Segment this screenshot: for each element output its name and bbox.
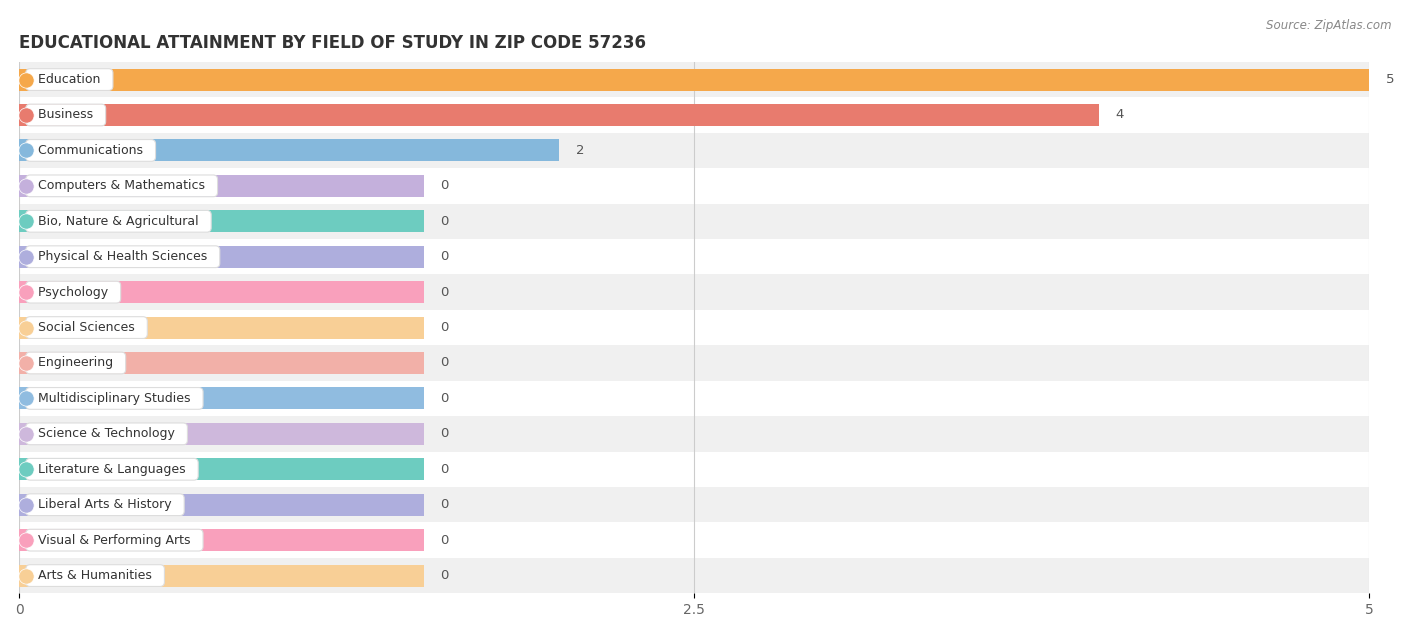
Bar	[20, 239, 1369, 274]
Text: 0: 0	[440, 569, 449, 582]
Text: Liberal Arts & History: Liberal Arts & History	[30, 498, 180, 511]
Bar	[20, 281, 425, 303]
Bar	[20, 416, 1369, 451]
Text: Education: Education	[30, 73, 108, 86]
Bar	[20, 204, 1369, 239]
Bar	[20, 175, 425, 197]
Bar	[20, 345, 1369, 380]
Bar	[20, 523, 1369, 558]
Text: 0: 0	[440, 463, 449, 476]
Text: 0: 0	[440, 321, 449, 334]
Text: Science & Technology: Science & Technology	[30, 427, 183, 441]
Bar	[20, 494, 425, 516]
Text: Communications: Communications	[30, 144, 152, 157]
Bar	[20, 558, 1369, 593]
Text: 0: 0	[440, 250, 449, 263]
Text: 0: 0	[440, 286, 449, 299]
Text: 5: 5	[1386, 73, 1395, 86]
Bar	[20, 458, 425, 480]
Bar	[20, 210, 425, 233]
Text: Computers & Mathematics: Computers & Mathematics	[30, 179, 214, 192]
Text: Bio, Nature & Agricultural: Bio, Nature & Agricultural	[30, 215, 207, 228]
Bar	[20, 274, 1369, 310]
Text: Physical & Health Sciences: Physical & Health Sciences	[30, 250, 215, 263]
Bar	[20, 133, 1369, 168]
Text: 2: 2	[575, 144, 583, 157]
Bar	[20, 104, 1099, 126]
Bar	[20, 168, 1369, 204]
Text: 0: 0	[440, 498, 449, 511]
Text: 0: 0	[440, 215, 449, 228]
Bar	[20, 62, 1369, 97]
Bar	[20, 317, 425, 339]
Text: 0: 0	[440, 392, 449, 405]
Text: Engineering: Engineering	[30, 356, 121, 370]
Bar	[20, 487, 1369, 523]
Bar	[20, 564, 425, 586]
Bar	[20, 69, 1369, 90]
Text: 0: 0	[440, 533, 449, 547]
Bar	[20, 387, 425, 410]
Bar	[20, 451, 1369, 487]
Bar	[20, 423, 425, 445]
Text: Social Sciences: Social Sciences	[30, 321, 143, 334]
Text: EDUCATIONAL ATTAINMENT BY FIELD OF STUDY IN ZIP CODE 57236: EDUCATIONAL ATTAINMENT BY FIELD OF STUDY…	[20, 34, 647, 52]
Text: Visual & Performing Arts: Visual & Performing Arts	[30, 533, 198, 547]
Text: Psychology: Psychology	[30, 286, 117, 299]
Bar	[20, 246, 425, 268]
Text: Multidisciplinary Studies: Multidisciplinary Studies	[30, 392, 198, 405]
Bar	[20, 140, 560, 161]
Text: 4: 4	[1115, 109, 1123, 121]
Text: 0: 0	[440, 179, 449, 192]
Bar	[20, 529, 425, 551]
Text: Arts & Humanities: Arts & Humanities	[30, 569, 160, 582]
Text: Business: Business	[30, 109, 101, 121]
Bar	[20, 97, 1369, 133]
Bar	[20, 352, 425, 374]
Text: 0: 0	[440, 356, 449, 370]
Bar	[20, 310, 1369, 345]
Text: Source: ZipAtlas.com: Source: ZipAtlas.com	[1267, 19, 1392, 32]
Text: 0: 0	[440, 427, 449, 441]
Bar	[20, 380, 1369, 416]
Text: Literature & Languages: Literature & Languages	[30, 463, 194, 476]
